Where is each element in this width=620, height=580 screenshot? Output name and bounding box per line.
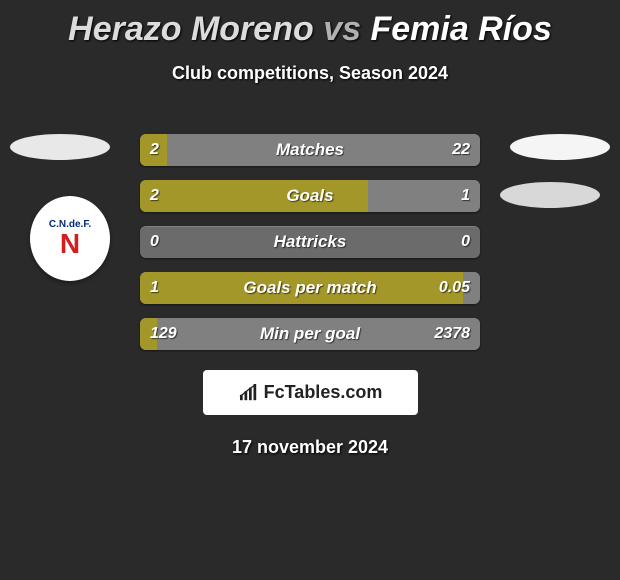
player2-name: Femia Ríos xyxy=(370,10,551,48)
club-badge-text: C.N.de.F.N xyxy=(49,220,91,258)
stat-value-left: 2 xyxy=(150,141,159,159)
stat-value-right: 0.05 xyxy=(439,279,470,297)
stat-value-right: 1 xyxy=(461,187,470,205)
stat-value-right: 22 xyxy=(452,141,470,159)
stat-label: Matches xyxy=(276,140,344,160)
player1-name: Herazo Moreno xyxy=(68,10,314,48)
stat-label: Goals xyxy=(286,186,333,206)
stat-value-right: 2378 xyxy=(434,325,470,343)
player1-badge-placeholder xyxy=(10,134,110,160)
player2-badge-placeholder-2 xyxy=(500,182,600,208)
club-badge: C.N.de.F.N xyxy=(30,196,110,281)
stat-value-left: 0 xyxy=(150,233,159,251)
stat-row: 222Matches xyxy=(140,134,480,166)
stat-row: 1 0.05 Goals per match xyxy=(140,272,480,304)
player2-badge-placeholder-1 xyxy=(510,134,610,160)
footer-brand-text: FcTables.com xyxy=(264,382,383,403)
stat-value-left: 129 xyxy=(150,325,177,343)
stat-row: 129 2378 Min per goal xyxy=(140,318,480,350)
bar-left xyxy=(140,180,368,212)
stats-area: C.N.de.F.N 222Matches21Goals00Hattricks1… xyxy=(0,134,620,350)
stat-label: Goals per match xyxy=(243,278,376,298)
stat-label: Min per goal xyxy=(260,324,360,344)
date: 17 november 2024 xyxy=(0,437,620,458)
stat-value-left: 1 xyxy=(150,279,159,297)
comparison-title: Herazo Moreno vs Femia Ríos xyxy=(0,0,620,49)
chart-icon xyxy=(238,384,260,402)
stat-value-left: 2 xyxy=(150,187,159,205)
stat-row: 2 1 Goals xyxy=(140,180,480,212)
subtitle: Club competitions, Season 2024 xyxy=(0,63,620,84)
vs-text: vs xyxy=(323,10,361,48)
stat-rows: 222Matches21Goals00Hattricks10.05Goals p… xyxy=(140,134,480,350)
stat-row: 0 0 Hattricks xyxy=(140,226,480,258)
stat-label: Hattricks xyxy=(274,232,347,252)
stat-value-right: 0 xyxy=(461,233,470,251)
footer-brand: FcTables.com xyxy=(203,370,418,415)
